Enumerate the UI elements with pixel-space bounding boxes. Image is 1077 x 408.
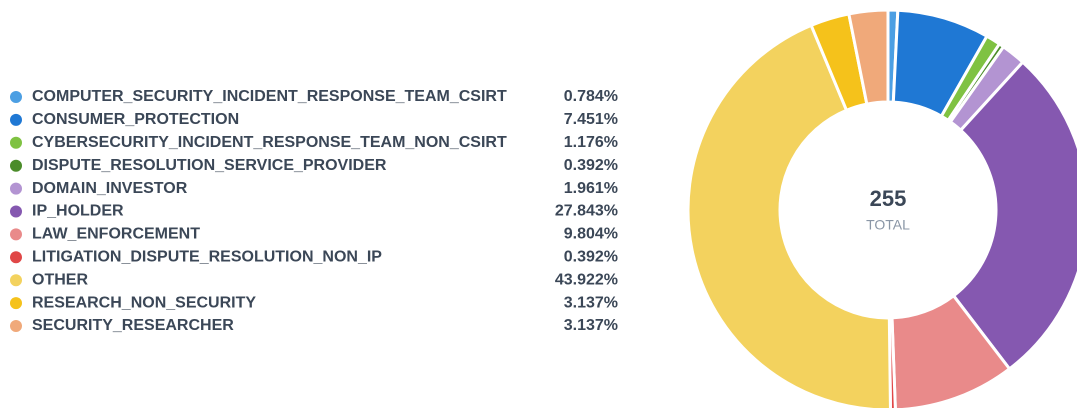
legend-swatch: [10, 297, 22, 310]
legend-label: CONSUMER_PROTECTION: [32, 111, 239, 128]
legend-swatch: [10, 182, 22, 195]
legend-value: 3.137%: [564, 317, 618, 334]
legend-label: DISPUTE_RESOLUTION_SERVICE_PROVIDER: [32, 157, 387, 174]
legend-swatch: [10, 205, 22, 218]
legend-value: 0.392%: [564, 157, 618, 174]
legend-label: LAW_ENFORCEMENT: [32, 226, 200, 243]
legend-value: 27.843%: [555, 203, 618, 220]
legend-value: 3.137%: [564, 294, 618, 311]
legend-label: IP_HOLDER: [32, 203, 124, 220]
legend-label: RESEARCH_NON_SECURITY: [32, 294, 256, 311]
slice: [890, 293, 1012, 408]
total-value: 255: [870, 186, 907, 211]
total-label: TOTAL: [866, 217, 910, 233]
slice: [951, 60, 1077, 371]
slice: [847, 8, 890, 106]
legend-swatch: [10, 159, 22, 172]
legend-label: DOMAIN_INVESTOR: [32, 180, 188, 197]
legend-swatch: [10, 113, 22, 126]
legend-swatch: [10, 228, 22, 241]
legend-label: OTHER: [32, 271, 88, 288]
legend-value: 9.804%: [564, 226, 618, 243]
legend-swatch: [10, 274, 22, 287]
legend-value: 1.176%: [564, 134, 618, 151]
legend-value: 0.784%: [564, 88, 618, 105]
legend-value: 7.451%: [564, 111, 618, 128]
legend-value: 1.961%: [564, 180, 618, 197]
legend-label: CYBERSECURITY_INCIDENT_RESPONSE_TEAM_NON…: [32, 134, 507, 151]
legend-swatch: [10, 320, 22, 332]
legend-swatch: [10, 91, 22, 103]
slice: [686, 23, 892, 408]
legend-value: 43.922%: [555, 271, 618, 288]
legend-value: 0.392%: [564, 249, 618, 266]
legend-label: COMPUTER_SECURITY_INCIDENT_RESPONSE_TEAM…: [32, 88, 507, 105]
legend-label: SECURITY_RESEARCHER: [32, 317, 234, 334]
legend-swatch: [10, 136, 22, 149]
legend-label: LITIGATION_DISPUTE_RESOLUTION_NON_IP: [32, 249, 382, 266]
legend-swatch: [10, 251, 22, 264]
